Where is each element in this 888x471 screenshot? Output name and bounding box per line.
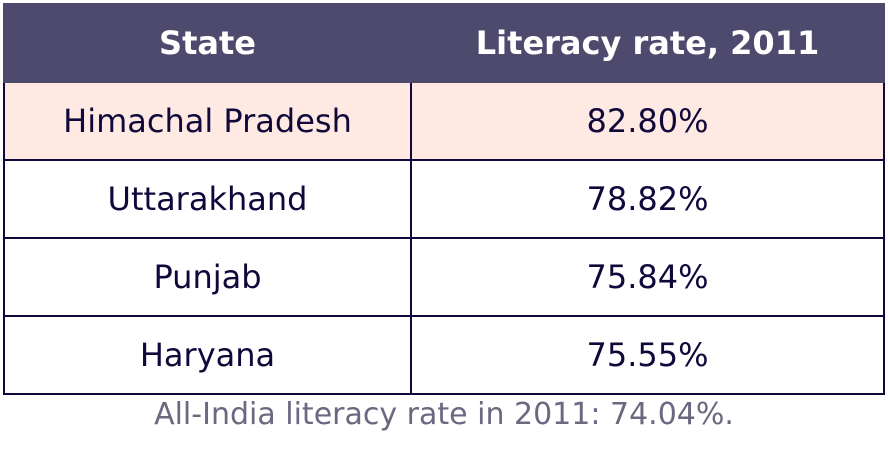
state-cell: Punjab (3, 237, 412, 317)
state-cell: Himachal Pradesh (3, 81, 412, 161)
rate-cell: 78.82% (410, 159, 885, 239)
table-header: State Literacy rate, 2011 (3, 3, 885, 83)
header-cell: Literacy rate, 2011 (410, 3, 885, 83)
literacy-table: State Literacy rate, 2011 Himachal Prade… (3, 3, 885, 395)
state-cell: Haryana (3, 315, 412, 395)
table-row: Himachal Pradesh 82.80% (3, 81, 885, 161)
table-row: Uttarakhand 78.82% (3, 159, 885, 239)
rate-cell: 75.84% (410, 237, 885, 317)
caption: All-India literacy rate in 2011: 74.04%. (154, 397, 734, 432)
state-cell: Uttarakhand (3, 159, 412, 239)
table-row: Haryana 75.55% (3, 315, 885, 395)
table-body: Himachal Pradesh 82.80% Uttarakhand 78.82% P… (3, 81, 885, 395)
table-row: Punjab 75.84% (3, 237, 885, 317)
header-cell: State (3, 3, 412, 83)
rate-cell: 75.55% (410, 315, 885, 395)
rate-cell: 82.80% (410, 81, 885, 161)
header-row: State Literacy rate, 2011 (3, 3, 885, 83)
